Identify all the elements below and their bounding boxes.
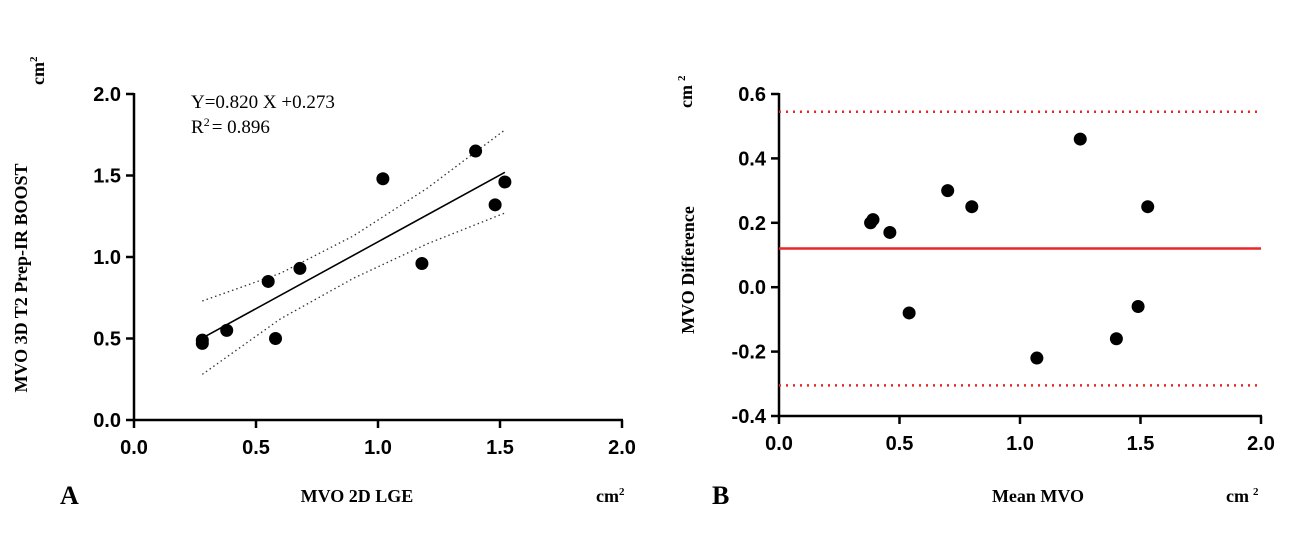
x-tick-label-a: 0.5 xyxy=(242,437,270,459)
x-tick-label-a: 2.0 xyxy=(608,437,636,459)
data-point-a xyxy=(498,175,512,189)
regression-line xyxy=(201,171,506,339)
data-point-a xyxy=(415,257,429,271)
data-point-b xyxy=(1131,300,1145,314)
panel-b: MVO Difference cm2 -0.4-0.20.00.20.40.6 … xyxy=(676,75,1275,510)
x-axis-title-a: MVO 2D LGE xyxy=(301,486,414,506)
x-tick-label-b: 2.0 xyxy=(1247,433,1275,455)
r-squared-annotation: R2 = 0.896 xyxy=(191,115,270,138)
y-tick-label-a: 0.0 xyxy=(93,410,121,432)
y-tick-label-a: 1.5 xyxy=(93,166,121,188)
y-axis-title-a: MVO 3D T2 Prep-IR BOOST xyxy=(11,164,31,393)
data-point-b xyxy=(965,200,979,214)
data-point-a xyxy=(195,336,209,350)
x-unit-a: cm2 xyxy=(596,486,625,506)
y-unit-b: cm2 xyxy=(676,75,696,108)
data-point-a xyxy=(293,261,307,275)
data-point-b xyxy=(902,306,916,320)
x-axis-title-b: Mean MVO xyxy=(992,486,1084,506)
data-point-a xyxy=(220,323,234,337)
x-tick-label-b: 0.5 xyxy=(886,433,914,455)
regression-equation: Y=0.820 X +0.273 xyxy=(191,92,335,113)
data-point-b xyxy=(883,225,897,239)
y-unit-a: cm2 xyxy=(28,56,48,85)
ci-lower-band xyxy=(201,212,506,375)
ci-upper-band xyxy=(202,129,506,302)
panel-a: MVO 3D T2 Prep-IR BOOST cm2 Y=0.820 X +0… xyxy=(11,56,636,510)
y-tick-label-a: 2.0 xyxy=(93,84,121,106)
data-point-a xyxy=(469,144,483,158)
data-point-b xyxy=(941,184,955,198)
data-point-a xyxy=(261,274,275,288)
data-point-b xyxy=(1073,132,1087,146)
x-tick-label-a: 1.5 xyxy=(486,437,514,459)
y-tick-label-b: 0.4 xyxy=(738,148,767,170)
x-tick-label-b: 1.0 xyxy=(1006,433,1034,455)
y-tick-label-b: 0.2 xyxy=(738,213,766,235)
data-point-a xyxy=(376,172,390,186)
x-tick-label-b: 1.5 xyxy=(1127,433,1155,455)
y-axis-title-b: MVO Difference xyxy=(678,206,698,334)
x-tick-label-a: 1.0 xyxy=(364,437,392,459)
y-tick-label-b: -0.4 xyxy=(732,406,767,428)
y-tick-label-b: 0.6 xyxy=(738,84,766,106)
data-point-a xyxy=(488,198,502,212)
y-tick-label-a: 0.5 xyxy=(93,329,121,351)
data-point-b xyxy=(1109,332,1123,346)
data-point-b xyxy=(1141,200,1155,214)
panel-label-a: A xyxy=(60,481,79,510)
y-tick-label-b: 0.0 xyxy=(738,277,766,299)
x-tick-label-b: 0.0 xyxy=(765,433,793,455)
data-point-b xyxy=(1030,351,1044,365)
x-unit-b: cm 2 xyxy=(1226,486,1259,506)
data-point-a xyxy=(269,332,283,345)
data-point-b xyxy=(866,213,880,227)
panel-label-b: B xyxy=(712,481,729,510)
x-tick-label-a: 0.0 xyxy=(120,437,148,459)
y-tick-label-a: 1.0 xyxy=(93,247,121,269)
y-tick-label-b: -0.2 xyxy=(732,342,766,364)
